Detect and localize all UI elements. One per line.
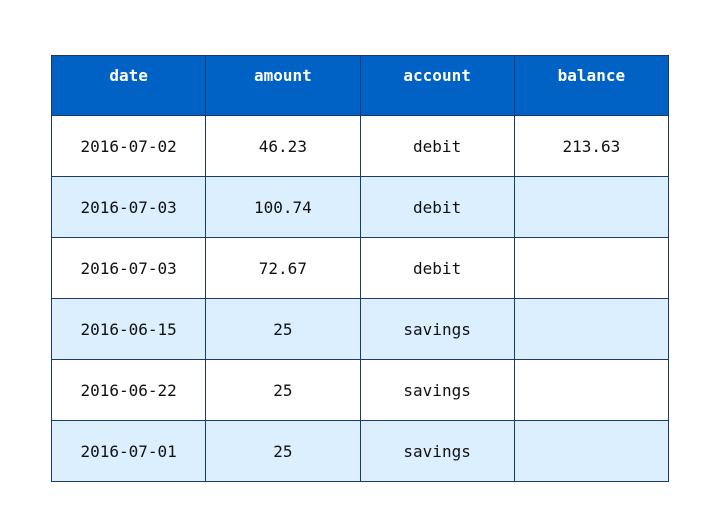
column-header-account: account [359, 55, 515, 116]
cell-balance [513, 237, 670, 299]
table-row: 2016-07-03 72.67 debit [50, 237, 670, 299]
cell-balance [513, 176, 670, 238]
cell-account: savings [359, 359, 515, 421]
cell-account: debit [359, 115, 515, 177]
table-row: 2016-07-01 25 savings [50, 420, 670, 482]
table-row: 2016-06-22 25 savings [50, 359, 670, 421]
cell-date: 2016-07-03 [50, 237, 207, 299]
table-header-row: date amount account balance [50, 55, 670, 116]
table-row: 2016-07-03 100.74 debit [50, 176, 670, 238]
cell-account: savings [359, 420, 515, 482]
table-row: 2016-07-02 46.23 debit 213.63 [50, 115, 670, 177]
cell-date: 2016-06-15 [50, 298, 207, 360]
cell-amount: 25 [205, 420, 361, 482]
table-row: 2016-06-15 25 savings [50, 298, 670, 360]
cell-amount: 25 [205, 298, 361, 360]
cell-amount: 72.67 [205, 237, 361, 299]
cell-amount: 25 [205, 359, 361, 421]
column-header-amount: amount [205, 55, 361, 116]
data-table: date amount account balance 2016-07-02 4… [50, 55, 670, 482]
cell-account: debit [359, 176, 515, 238]
cell-balance: 213.63 [513, 115, 670, 177]
column-header-date: date [50, 55, 207, 116]
cell-date: 2016-07-03 [50, 176, 207, 238]
cell-date: 2016-07-01 [50, 420, 207, 482]
cell-account: savings [359, 298, 515, 360]
cell-date: 2016-06-22 [50, 359, 207, 421]
data-table-container: date amount account balance 2016-07-02 4… [50, 55, 670, 482]
cell-date: 2016-07-02 [50, 115, 207, 177]
cell-balance [513, 420, 670, 482]
cell-account: debit [359, 237, 515, 299]
cell-amount: 46.23 [205, 115, 361, 177]
cell-amount: 100.74 [205, 176, 361, 238]
column-header-balance: balance [513, 55, 670, 116]
cell-balance [513, 298, 670, 360]
cell-balance [513, 359, 670, 421]
